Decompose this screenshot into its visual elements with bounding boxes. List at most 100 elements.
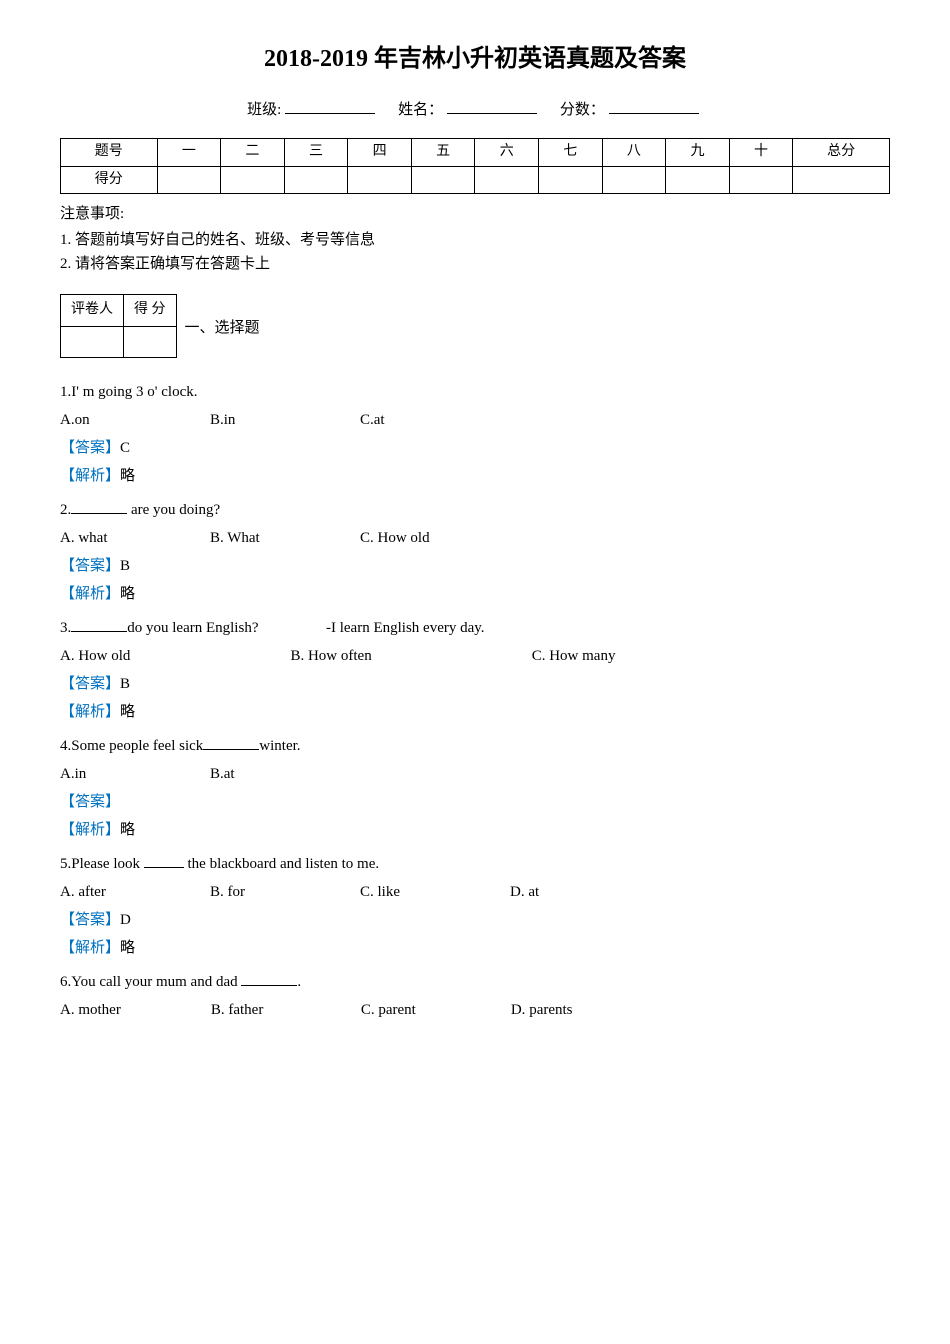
answer-label: 【答案】 (60, 794, 120, 810)
explain-line: 【解析】略 (60, 582, 890, 606)
stem-text: You call your mum and dad (71, 974, 241, 990)
header-line: 班级: 姓名： 分数： (60, 98, 890, 122)
cell (411, 166, 475, 193)
notes-item: 2. 请将答案正确填写在答题卡上 (60, 252, 890, 276)
explain-line: 【解析】略 (60, 936, 890, 960)
question-stem: 3.do you learn English? -I learn English… (60, 616, 890, 640)
col-header: 十 (729, 139, 793, 166)
option: A. after (60, 880, 120, 904)
section-row: 评卷人 得 分 一、选择题 (60, 294, 890, 362)
option-key: D. (511, 1002, 526, 1018)
col-header: 八 (602, 139, 666, 166)
cell (793, 166, 890, 193)
cell (666, 166, 730, 193)
cell (602, 166, 666, 193)
option: C. like (360, 880, 420, 904)
option: C.at (360, 408, 420, 432)
option-key: B. (211, 1002, 225, 1018)
answer-label: 【答案】 (60, 440, 120, 456)
stem-text: the blackboard and listen to me. (184, 856, 379, 872)
notes-title: 注意事项: (60, 202, 890, 226)
option-value: What (224, 530, 260, 546)
option: A. mother (60, 998, 121, 1022)
options-row: A. motherB. fatherC. parentD. parents (60, 998, 890, 1022)
answer-label: 【答案】 (60, 912, 120, 928)
cell (157, 166, 221, 193)
notes: 注意事项: 1. 答题前填写好自己的姓名、班级、考号等信息 2. 请将答案正确填… (60, 202, 890, 276)
option: B. What (210, 526, 270, 550)
option-value: at (374, 412, 385, 428)
section-label: 一、选择题 (185, 316, 260, 340)
answer-value: B (120, 676, 130, 692)
col-header: 四 (348, 139, 412, 166)
explain-value: 略 (120, 704, 135, 720)
score-table: 题号 一 二 三 四 五 六 七 八 九 十 总分 得分 (60, 138, 890, 194)
answer-line: 【答案】B (60, 672, 890, 696)
option: A.on (60, 408, 120, 432)
stem-text: I' m going (71, 384, 132, 400)
option: D. at (510, 880, 570, 904)
option: A.in (60, 762, 120, 786)
option-value: at (525, 884, 540, 900)
cell (348, 166, 412, 193)
table-row: 得分 (61, 166, 890, 193)
option: D. parents (511, 998, 573, 1022)
option-value: How many (545, 648, 615, 664)
option-value: parents (525, 1002, 572, 1018)
answer-value: B (120, 558, 130, 574)
eval-right: 得 分 (124, 295, 177, 326)
option-value: mother (75, 1002, 121, 1018)
option-key: A. (60, 1002, 75, 1018)
cell (221, 166, 285, 193)
option-key: C. (532, 648, 546, 664)
fill-blank (144, 853, 184, 868)
col-header: 五 (411, 139, 475, 166)
fill-blank (71, 617, 127, 632)
row-header: 题号 (61, 139, 158, 166)
stem-text: 3 o' clock. (136, 384, 197, 400)
question-number: 3. (60, 620, 71, 636)
question-number: 2. (60, 502, 71, 518)
option-key: B. (210, 530, 224, 546)
explain-value: 略 (120, 586, 135, 602)
class-blank (285, 98, 375, 114)
fill-blank (241, 971, 297, 986)
explain-label: 【解析】 (60, 586, 120, 602)
option-value: parent (375, 1002, 416, 1018)
cell (729, 166, 793, 193)
explain-label: 【解析】 (60, 940, 120, 956)
option-key: C. (360, 530, 374, 546)
option-value: in (75, 766, 87, 782)
options-row: A. How oldB. How oftenC. How many (60, 644, 890, 668)
option-key: B. (290, 648, 304, 664)
notes-item: 1. 答题前填写好自己的姓名、班级、考号等信息 (60, 228, 890, 252)
question-number: 1. (60, 384, 71, 400)
option-key: A. (60, 648, 75, 664)
answer-line: 【答案】B (60, 554, 890, 578)
option-value: what (75, 530, 108, 546)
name-blank (447, 98, 537, 114)
option: B. father (211, 998, 271, 1022)
col-header: 三 (284, 139, 348, 166)
row-header: 得分 (61, 166, 158, 193)
option-value: father (225, 1002, 264, 1018)
option-key: C. (360, 412, 374, 428)
page-title: 2018-2019 年吉林小升初英语真题及答案 (60, 40, 890, 78)
explain-line: 【解析】略 (60, 818, 890, 842)
option-value: after (75, 884, 106, 900)
options-row: A.inB.at (60, 762, 890, 786)
question-number: 6. (60, 974, 71, 990)
explain-label: 【解析】 (60, 822, 120, 838)
question-number: 5. (60, 856, 71, 872)
col-header: 二 (221, 139, 285, 166)
explain-value: 略 (120, 822, 135, 838)
options-row: A. afterB. forC. likeD. at (60, 880, 890, 904)
question-stem: 2. are you doing? (60, 498, 890, 522)
option-key: C. (360, 884, 374, 900)
answer-line: 【答案】D (60, 908, 890, 932)
answer-line: 【答案】C (60, 436, 890, 460)
col-header: 总分 (793, 139, 890, 166)
explain-label: 【解析】 (60, 704, 120, 720)
explain-value: 略 (120, 468, 135, 484)
name-label: 姓名： (398, 102, 443, 118)
